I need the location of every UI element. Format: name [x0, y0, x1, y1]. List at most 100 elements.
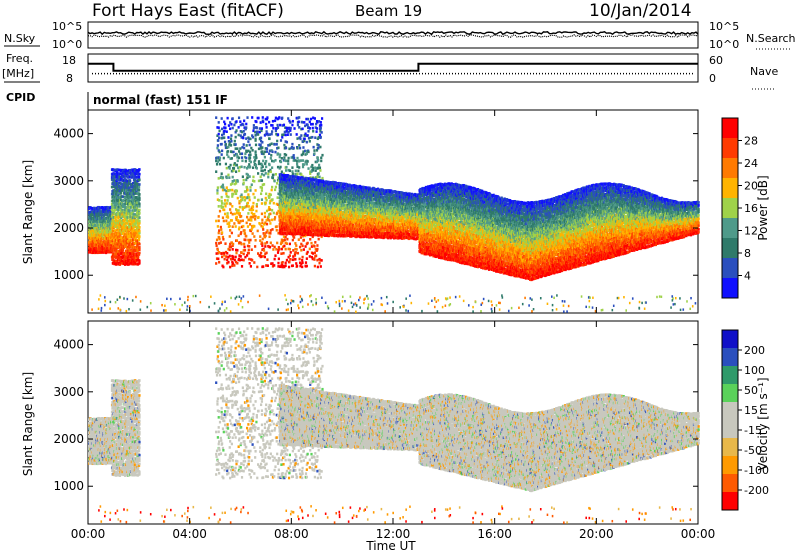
power-cell: [254, 143, 258, 147]
power-cell: [249, 265, 253, 268]
power-cell: [281, 260, 284, 264]
power-cell: [309, 237, 312, 241]
power-cell: [307, 167, 310, 170]
power-cell: [275, 247, 278, 251]
power-cell: [228, 221, 231, 225]
power-cell: [284, 261, 287, 265]
power-cell: [261, 218, 264, 222]
power-cell: [240, 156, 244, 159]
power-cell: [279, 139, 283, 142]
power-cell: [116, 198, 120, 201]
power-cell: [137, 175, 141, 179]
power-cell: [137, 238, 141, 242]
power-cell: [247, 193, 250, 196]
power-cell: [257, 198, 260, 202]
power-cell: [239, 147, 242, 150]
power-cell: [260, 212, 264, 216]
power-cell: [216, 189, 219, 192]
power-cell: [225, 219, 228, 223]
power-cell: [294, 172, 297, 176]
power-cell: [311, 122, 314, 126]
power-cell: [248, 223, 252, 226]
power-cell: [220, 199, 223, 203]
power-cell: [296, 123, 300, 127]
power-cell: [220, 142, 223, 146]
power-cell: [116, 241, 120, 245]
power-cell: [238, 258, 242, 262]
power-cell: [218, 156, 222, 160]
power-cell: [116, 223, 120, 226]
power-cell: [115, 246, 118, 250]
power-cell: [251, 148, 254, 152]
power-cell: [265, 165, 268, 169]
power-cell: [124, 169, 128, 172]
power-cell: [229, 137, 233, 141]
power-cell: [120, 172, 123, 176]
power-cell: [295, 264, 299, 268]
power-cell: [138, 226, 141, 229]
power-cell: [287, 162, 290, 166]
power-cell: [227, 136, 230, 139]
power-cell: [295, 162, 299, 166]
power-cell: [262, 159, 265, 163]
power-cell: [224, 162, 228, 166]
power-cell: [127, 186, 131, 190]
power-cell: [295, 244, 298, 247]
power-cell: [234, 192, 238, 196]
power-cell: [305, 140, 308, 144]
power-cell: [216, 146, 219, 150]
power-cell: [227, 124, 230, 127]
power-cell: [224, 242, 227, 245]
power-cell: [123, 219, 126, 222]
power-cell: [114, 256, 117, 259]
power-cell: [119, 198, 122, 202]
power-cell: [260, 202, 264, 205]
power-cell: [255, 120, 258, 124]
power-cell: [219, 241, 222, 244]
power-cell: [267, 172, 270, 176]
power-cell: [228, 224, 231, 228]
power-cell: [227, 155, 230, 159]
power-cell: [284, 264, 287, 268]
power-cell: [273, 245, 276, 249]
power-cell: [256, 265, 259, 269]
power-cell: [115, 196, 118, 200]
power-cell: [295, 133, 298, 136]
power-cell: [104, 227, 108, 231]
power-cell: [234, 225, 237, 228]
power-cell: [217, 205, 220, 208]
power-cell: [245, 204, 248, 208]
power-cell: [229, 188, 232, 192]
power-cell: [264, 234, 267, 238]
power-cell: [266, 258, 269, 261]
power-cell: [223, 122, 227, 126]
power-cell: [248, 175, 251, 178]
power-cell: [246, 116, 249, 119]
power-cell: [289, 251, 292, 254]
power-cell: [223, 208, 226, 212]
power-cell: [120, 243, 123, 246]
power-cell: [284, 159, 288, 163]
power-cell: [226, 153, 229, 156]
power-cell: [291, 119, 294, 123]
power-cell: [247, 238, 250, 242]
power-cell: [257, 133, 260, 136]
power-cell: [125, 198, 128, 202]
station-title: Fort Hays East (fitACF): [92, 1, 284, 21]
power-cell: [238, 226, 241, 229]
power-cell: [260, 179, 264, 182]
power-cell: [298, 166, 301, 169]
power-cell: [122, 183, 125, 186]
power-cell: [298, 126, 301, 129]
power-cell: [319, 265, 322, 268]
power-cell: [125, 256, 128, 259]
power-cell: [229, 144, 233, 147]
power-cell: [277, 257, 280, 261]
power-cell: [313, 258, 316, 261]
power-cell: [129, 179, 132, 183]
power-cell: [219, 225, 222, 229]
power-cell: [118, 258, 121, 261]
power-cell: [266, 264, 269, 267]
power-cell: [302, 238, 305, 242]
power-cell: [127, 234, 130, 238]
